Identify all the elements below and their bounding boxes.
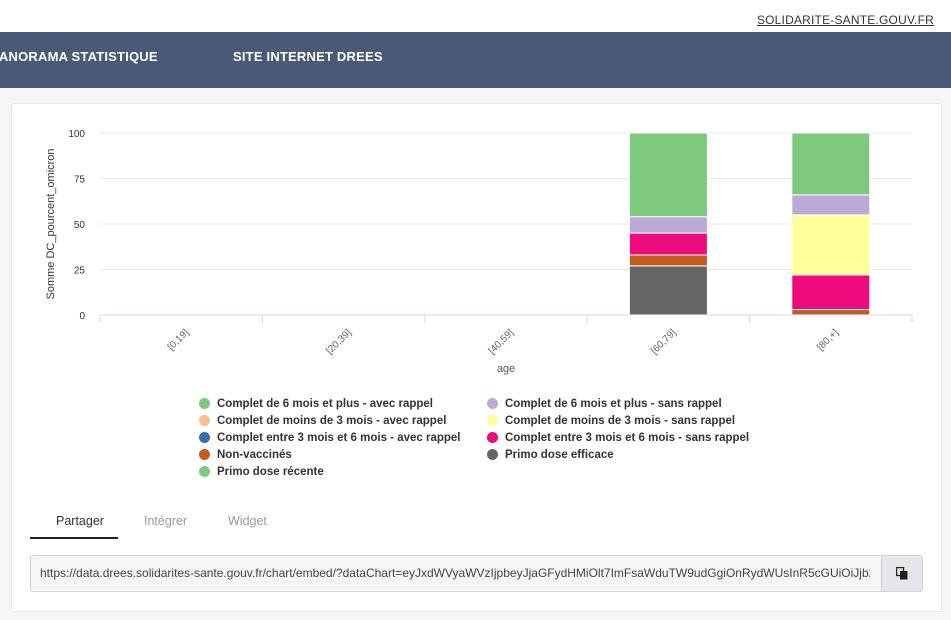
nav-item-panorama[interactable]: PANORAMA STATISTIQUE [0,49,158,64]
x-axis-title: age [497,363,515,375]
chart-card: 0 25 50 75 100 [0,19] [20,39] [40,59] [60,79] [80… [11,103,942,612]
legend-swatch [487,431,498,443]
legend-item[interactable]: Complet entre 3 mois et 6 mois - avec ra… [199,430,461,446]
embed-url-text[interactable]: https://data.drees.solidarites-sante.gou… [40,566,870,580]
y-tick-label: 50 [74,220,86,231]
bar-segment [628,254,708,267]
legend-item[interactable]: Complet de 6 mois et plus - avec rappel [199,396,433,412]
copy-icon [896,567,908,580]
top-bar: SOLIDARITE-SANTE.GOUV.FR [0,0,951,32]
legend-swatch [199,431,210,443]
copy-button[interactable] [881,556,922,591]
bar-segment [791,194,871,216]
legend-item[interactable]: Complet de moins de 3 mois - sans rappel [487,413,735,429]
x-tick-label: [20,39] [324,327,354,357]
legend-swatch [199,414,210,426]
tab-partager[interactable]: Partager [56,514,104,528]
bar-segment [628,216,708,234]
x-tick-label: [0,19] [166,327,192,353]
legend-swatch [487,448,498,460]
y-tick-label: 25 [74,266,86,277]
solidarite-sante-link[interactable]: SOLIDARITE-SANTE.GOUV.FR [756,13,934,27]
legend-label: Primo dose efficace [505,449,614,461]
stacked-bar-chart: 0 25 50 75 100 [0,19] [20,39] [40,59] [60,79] [80… [45,129,913,375]
bar-segment [791,132,871,196]
legend-label: Complet de 6 mois et plus - sans rappel [505,398,722,410]
y-tick-label: 75 [74,175,86,186]
x-tick-label: [80,+] [815,327,841,353]
legend-swatch [487,414,498,426]
bar-segment [628,232,708,256]
legend-label: Non-vaccinés [217,449,292,461]
bar-segment [791,274,871,311]
nav-item-site-drees[interactable]: SITE INTERNET DREES [233,49,383,64]
legend-item[interactable]: Complet entre 3 mois et 6 mois - sans ra… [487,430,749,446]
bar-segment [628,265,708,316]
bar-segment [791,309,871,316]
legend-label: Complet de 6 mois et plus - avec rappel [217,398,434,410]
legend-label: Complet entre 3 mois et 6 mois - sans ra… [505,432,750,444]
legend-item[interactable]: Complet de moins de 3 mois - avec rappel [199,413,446,429]
legend-swatch [199,448,210,460]
y-tick-label: 100 [68,129,85,140]
legend-label: Complet de moins de 3 mois - sans rappel [505,415,736,427]
bar-segment [628,132,708,218]
bar-segment [791,214,871,276]
main-nav: PANORAMA STATISTIQUE SITE INTERNET DREES [0,32,951,88]
y-axis-title: Somme DC_pourcent_omicron [45,148,57,299]
legend-label: Primo dose récente [217,466,324,478]
share-tabs: Partager Intégrer Widget [30,504,330,540]
legend-item[interactable]: Primo dose efficace [487,447,614,463]
legend-item[interactable]: Primo dose récente [199,464,324,480]
legend-item[interactable]: Complet de 6 mois et plus - sans rappel [487,396,722,412]
x-tick-label: [40,59] [487,327,517,357]
active-tab-indicator [30,537,118,539]
legend-label: Complet de moins de 3 mois - avec rappel [217,415,447,427]
legend-swatch [199,397,210,409]
tab-integrer[interactable]: Intégrer [144,514,188,528]
y-tick-label: 0 [79,311,85,322]
legend-swatch [487,397,498,409]
tab-widget[interactable]: Widget [228,514,267,528]
legend-label: Complet entre 3 mois et 6 mois - avec ra… [217,432,461,444]
embed-url-field[interactable]: https://data.drees.solidarites-sante.gou… [30,555,923,592]
legend-swatch [199,465,210,477]
legend-item[interactable]: Non-vaccinés [199,447,292,463]
x-tick-label: [60,79] [649,327,679,357]
